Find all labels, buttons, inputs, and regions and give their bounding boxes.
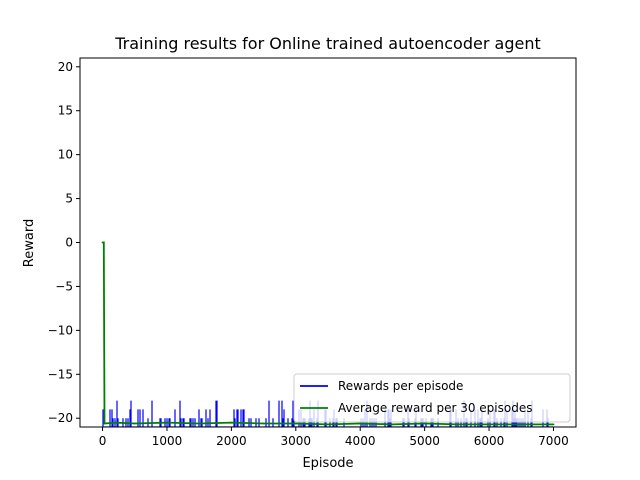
series-average-reward-point bbox=[114, 421, 117, 424]
y-tick-label: −15 bbox=[48, 367, 73, 381]
x-tick-label: 3000 bbox=[281, 434, 312, 448]
x-axis-label: Episode bbox=[302, 456, 353, 471]
legend-label: Average reward per 30 episodes bbox=[338, 401, 532, 415]
series-average-reward-point bbox=[423, 422, 426, 425]
series-average-reward-point bbox=[391, 423, 394, 426]
series-average-reward-point bbox=[262, 422, 265, 425]
y-tick-label: 15 bbox=[58, 104, 73, 118]
series-average-reward-point bbox=[166, 421, 168, 424]
series-average-reward-point bbox=[198, 422, 201, 425]
series-average-reward bbox=[101, 241, 555, 426]
series-average-reward-point bbox=[455, 423, 458, 426]
y-tick-label: 0 bbox=[65, 236, 73, 250]
y-tick-label: 5 bbox=[65, 192, 73, 206]
x-tick-label: 6000 bbox=[474, 434, 505, 448]
series-average-reward-point bbox=[230, 421, 233, 424]
tick-layer: 0 1000 2000 3000 4000 5000 6000 7000 −20 −15 −10 −5… bbox=[48, 60, 569, 448]
y-tick-label: −10 bbox=[48, 323, 73, 337]
series-average-reward-point bbox=[359, 422, 362, 425]
legend-label: Rewards per episode bbox=[338, 379, 463, 393]
y-axis-label: Reward bbox=[22, 219, 37, 267]
x-tick-label: 5000 bbox=[409, 434, 440, 448]
x-tick-label: 0 bbox=[99, 434, 107, 448]
x-tick-label: 2000 bbox=[216, 434, 247, 448]
series-average-reward-point bbox=[294, 422, 297, 425]
x-tick-label: 4000 bbox=[345, 434, 376, 448]
series-average-reward-point bbox=[103, 422, 106, 425]
series-average-reward-point bbox=[133, 422, 136, 425]
series-average-reward-point bbox=[102, 241, 105, 244]
legend-box bbox=[293, 373, 571, 423]
x-tick-label: 7000 bbox=[538, 434, 569, 448]
series-average-reward-point bbox=[327, 423, 329, 426]
x-tick-label: 1000 bbox=[152, 434, 183, 448]
y-tick-label: 20 bbox=[58, 60, 73, 74]
y-tick-label: 10 bbox=[58, 148, 73, 162]
legend: Rewards per episode Average reward per 30… bbox=[293, 373, 571, 423]
series-average-reward-point bbox=[488, 423, 490, 426]
chart-title: Training results for Online trained auto… bbox=[114, 34, 540, 53]
series-average-reward-point bbox=[552, 423, 555, 426]
series-average-reward-point bbox=[520, 423, 523, 426]
y-tick-label: −5 bbox=[55, 279, 73, 293]
y-tick-label: −20 bbox=[48, 411, 73, 425]
